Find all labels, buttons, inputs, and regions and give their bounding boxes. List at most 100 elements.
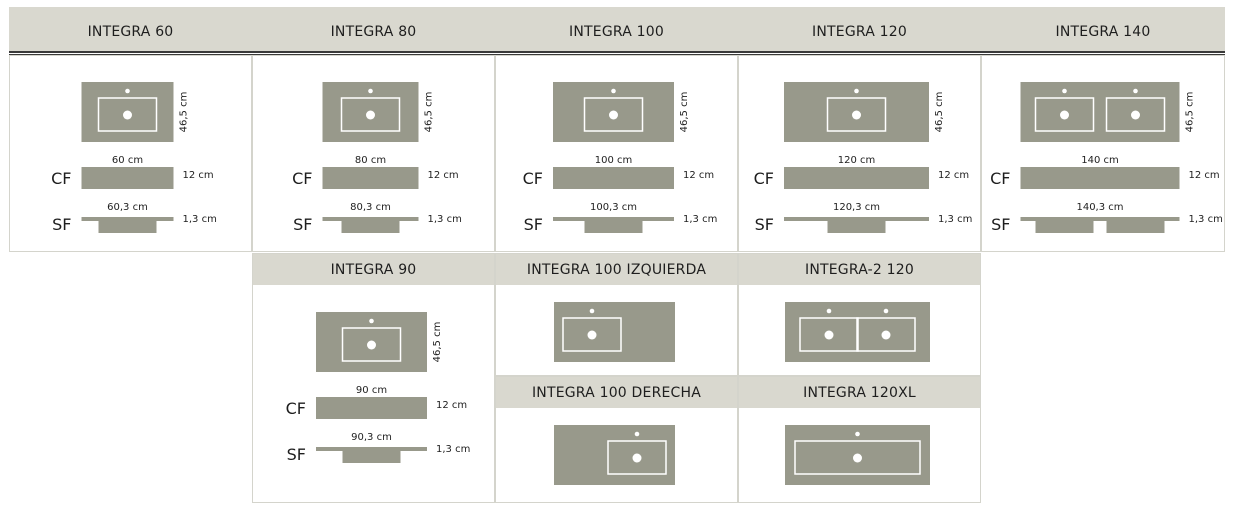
model-title: INTEGRA 60: [88, 24, 174, 40]
sf-basin: [1035, 219, 1094, 233]
cf-height-label: 12 cm: [436, 400, 467, 411]
drain-icon: [609, 110, 618, 120]
faucet-hole-icon: [826, 308, 832, 314]
cf-height-label: 12 cm: [183, 170, 214, 181]
sf-basin: [342, 449, 401, 463]
sf-height-label: 1,3 cm: [436, 444, 470, 455]
header-band: [252, 253, 495, 285]
depth-label: 46,5 cm: [679, 92, 690, 133]
faucet-hole-icon: [369, 318, 374, 324]
header-band: [738, 376, 981, 408]
cf-label: CF: [286, 399, 306, 418]
cell-border: [981, 55, 1225, 252]
cf-profile: [81, 167, 174, 189]
model-title: INTEGRA 100: [569, 24, 664, 40]
model-title: INTEGRA-2 120: [805, 262, 914, 278]
drain-icon: [366, 110, 375, 120]
depth-label: 46,5 cm: [179, 92, 190, 133]
cf-label: CF: [754, 169, 774, 188]
top-view: [554, 425, 675, 485]
sf-basin: [98, 219, 157, 233]
sf-basin: [827, 219, 886, 233]
sf-label: SF: [52, 215, 71, 234]
sf-basin: [1106, 219, 1165, 233]
cf-profile: [316, 397, 427, 419]
header-rule: [9, 51, 1225, 53]
cf-height-label: 12 cm: [428, 170, 459, 181]
sink-left-basin: [799, 317, 859, 352]
faucet-hole-icon: [883, 308, 889, 314]
cf-width-label: 100 cm: [595, 155, 633, 166]
sink-basin: [340, 97, 401, 132]
sink-basin: [341, 327, 402, 362]
cf-width-label: 60 cm: [112, 155, 143, 166]
model-title: INTEGRA 100 DERECHA: [532, 385, 701, 401]
model-title: INTEGRA 90: [331, 262, 417, 278]
sf-width-label: 140,3 cm: [1076, 202, 1123, 213]
sf-width-label: 100,3 cm: [590, 202, 637, 213]
drain-icon: [1060, 110, 1069, 120]
model-title: INTEGRA 100 IZQUIERDA: [527, 262, 706, 278]
sf-width-label: 90,3 cm: [351, 432, 392, 443]
sf-label: SF: [293, 215, 312, 234]
cf-profile: [1020, 167, 1180, 189]
cf-label: CF: [51, 169, 71, 188]
cf-width-label: 120 cm: [838, 155, 876, 166]
cell-border: [495, 376, 738, 503]
drain-icon: [853, 453, 862, 463]
wide-basin: [794, 440, 921, 475]
header-band: [738, 253, 981, 285]
cell-border: [738, 55, 981, 252]
sf-label: SF: [524, 215, 543, 234]
cf-height-label: 12 cm: [683, 170, 714, 181]
faucet-hole-icon: [855, 431, 860, 437]
sf-lip: [1020, 217, 1180, 221]
cf-label: CF: [292, 169, 312, 188]
sink-basin: [607, 440, 667, 475]
cf-width-label: 90 cm: [356, 385, 387, 396]
cell-border: [252, 253, 495, 503]
sink-left-basin: [1034, 97, 1095, 132]
cell-border: [495, 253, 738, 376]
cf-profile: [322, 167, 419, 189]
cf-profile: [784, 167, 929, 189]
sink-right-basin: [1105, 97, 1166, 132]
cf-height-label: 12 cm: [1189, 170, 1220, 181]
sf-label: SF: [991, 215, 1010, 234]
sf-width-label: 120,3 cm: [833, 202, 880, 213]
drain-icon: [824, 330, 834, 340]
faucet-hole-icon: [611, 88, 616, 94]
faucet-hole-icon: [634, 431, 640, 437]
sf-width-label: 60,3 cm: [107, 202, 148, 213]
sf-height-label: 1,3 cm: [428, 214, 462, 225]
sink-basin: [826, 97, 887, 132]
top-view: [554, 302, 675, 362]
model-title: INTEGRA 140: [1056, 24, 1151, 40]
sf-basin: [584, 219, 643, 233]
sf-height-label: 1,3 cm: [1189, 214, 1223, 225]
depth-label: 46,5 cm: [424, 92, 435, 133]
cf-label: CF: [523, 169, 543, 188]
cell-border: [9, 55, 252, 252]
faucet-hole-icon: [1062, 88, 1067, 94]
drain-icon: [367, 340, 376, 350]
sf-height-label: 1,3 cm: [938, 214, 972, 225]
drain-icon: [852, 110, 861, 120]
sf-basin: [341, 219, 400, 233]
depth-label: 46,5 cm: [432, 322, 443, 363]
header-band: [495, 253, 738, 285]
cell-border: [252, 55, 495, 252]
sf-height-label: 1,3 cm: [183, 214, 217, 225]
header-rule-thin: [9, 54, 1225, 55]
drain-icon: [123, 110, 132, 120]
drain-icon: [587, 330, 597, 340]
faucet-hole-icon: [589, 308, 595, 314]
header-band: [9, 7, 1225, 52]
drain-icon: [632, 453, 642, 463]
faucet-hole-icon: [1133, 88, 1138, 94]
header-band: [495, 376, 738, 408]
cf-width-label: 140 cm: [1081, 155, 1119, 166]
cell-border: [738, 253, 981, 376]
